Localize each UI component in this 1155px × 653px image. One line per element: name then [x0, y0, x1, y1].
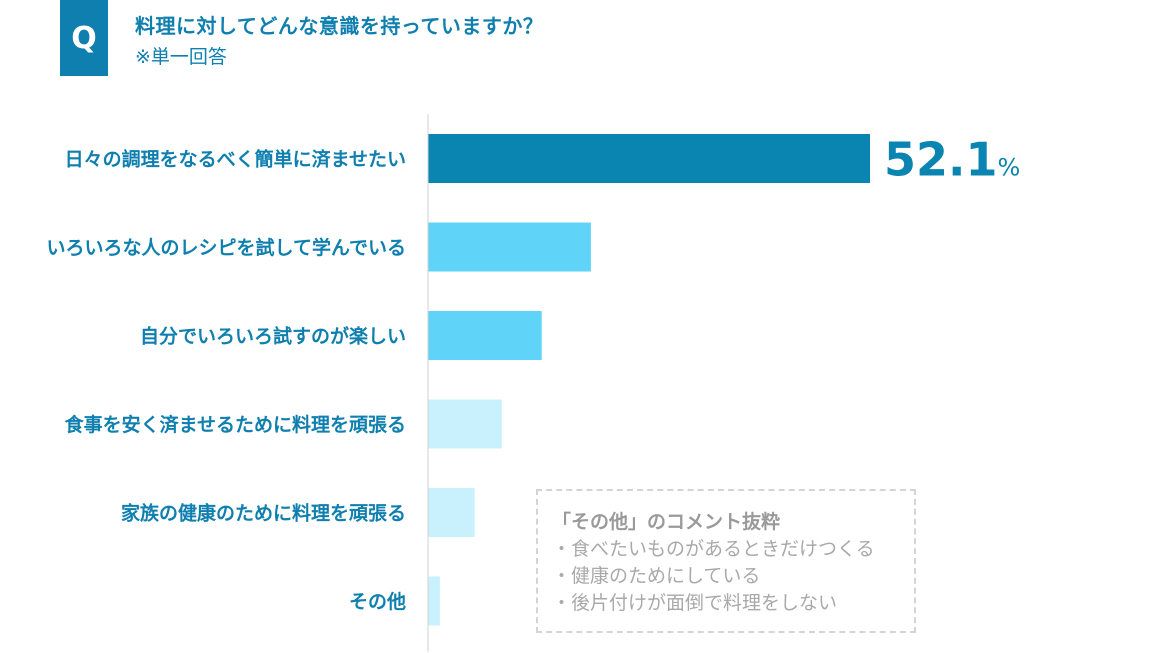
bar: [428, 222, 591, 272]
other-comments-box: 「その他」のコメント抜粋 ・食べたいものがあるときだけつくる ・健康のためにして…: [536, 489, 916, 633]
comment-item: ・健康のためにしている: [552, 565, 761, 587]
other-comments-title: 「その他」のコメント抜粋: [552, 511, 781, 533]
category-label: 家族の健康のために料理を頑張る: [121, 502, 406, 525]
comment-item: ・食べたいものがあるときだけつくる: [552, 538, 875, 560]
bar: [428, 399, 502, 449]
category-label: 食事を安く済ませるために料理を頑張る: [65, 413, 406, 436]
bar: [428, 311, 542, 360]
bar: [428, 576, 440, 626]
answer-type-note: ※単一回答: [135, 46, 227, 68]
data-label: 52.1%: [884, 133, 1020, 187]
category-label: いろいろな人のレシピを試して学んでいる: [47, 236, 406, 259]
bar: [428, 134, 870, 183]
category-label: 自分でいろいろ試すのが楽しい: [140, 325, 406, 348]
comment-item: ・後片付けが面倒で料理をしない: [552, 592, 838, 614]
category-label: 日々の調理をなるべく簡単に済ませたい: [65, 148, 406, 171]
question-title: 料理に対してどんな意識を持っていますか？: [135, 14, 544, 38]
question-badge: Q: [60, 0, 108, 76]
category-label: その他: [349, 590, 406, 613]
bar: [428, 488, 475, 537]
